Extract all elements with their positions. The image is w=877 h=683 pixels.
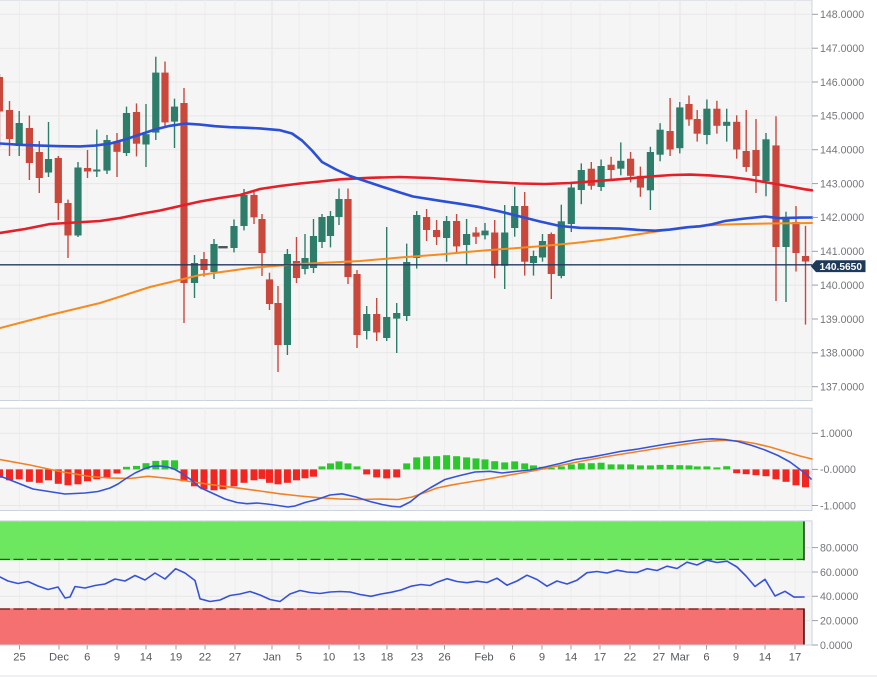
svg-text:26: 26 [438,652,450,664]
svg-text:40.0000: 40.0000 [820,591,858,603]
svg-text:145.0000: 145.0000 [820,111,864,123]
svg-text:14: 14 [140,652,152,664]
svg-text:Mar: Mar [670,652,690,664]
svg-text:142.0000: 142.0000 [820,212,864,224]
svg-text:6: 6 [703,652,709,664]
svg-text:27: 27 [653,652,665,664]
svg-text:6: 6 [509,652,515,664]
svg-text:22: 22 [199,652,211,664]
svg-text:Jan: Jan [263,652,281,664]
svg-text:14: 14 [759,652,771,664]
svg-text:147.0000: 147.0000 [820,43,864,55]
svg-text:9: 9 [114,652,120,664]
svg-text:138.0000: 138.0000 [820,348,864,360]
svg-text:140.0000: 140.0000 [820,280,864,292]
svg-text:22: 22 [624,652,636,664]
svg-text:139.0000: 139.0000 [820,314,864,326]
svg-text:80.0000: 80.0000 [820,542,858,554]
svg-text:1.0000: 1.0000 [820,428,853,440]
svg-text:6: 6 [84,652,90,664]
svg-text:18: 18 [381,652,393,664]
svg-text:143.0000: 143.0000 [820,178,864,190]
svg-text:Feb: Feb [474,652,493,664]
svg-text:144.0000: 144.0000 [820,145,864,157]
svg-text:14: 14 [565,652,577,664]
svg-text:146.0000: 146.0000 [820,77,864,89]
svg-text:17: 17 [594,652,606,664]
svg-text:-1.0000: -1.0000 [820,500,856,512]
svg-text:Dec: Dec [49,652,69,664]
svg-text:17: 17 [789,652,801,664]
svg-text:60.0000: 60.0000 [820,567,858,579]
svg-text:9: 9 [539,652,545,664]
svg-text:10: 10 [323,652,335,664]
svg-text:25: 25 [13,652,25,664]
svg-text:140.5650: 140.5650 [820,262,863,273]
svg-text:9: 9 [733,652,739,664]
svg-text:27: 27 [229,652,241,664]
svg-text:13: 13 [353,652,365,664]
svg-text:0.0000: 0.0000 [820,640,853,652]
svg-text:5: 5 [296,652,302,664]
svg-text:141.0000: 141.0000 [820,246,864,258]
svg-text:137.0000: 137.0000 [820,382,864,394]
svg-text:23: 23 [411,652,423,664]
svg-text:20.0000: 20.0000 [820,615,858,627]
svg-text:148.0000: 148.0000 [820,9,864,21]
svg-text:-0.0000: -0.0000 [820,464,856,476]
svg-text:19: 19 [170,652,182,664]
